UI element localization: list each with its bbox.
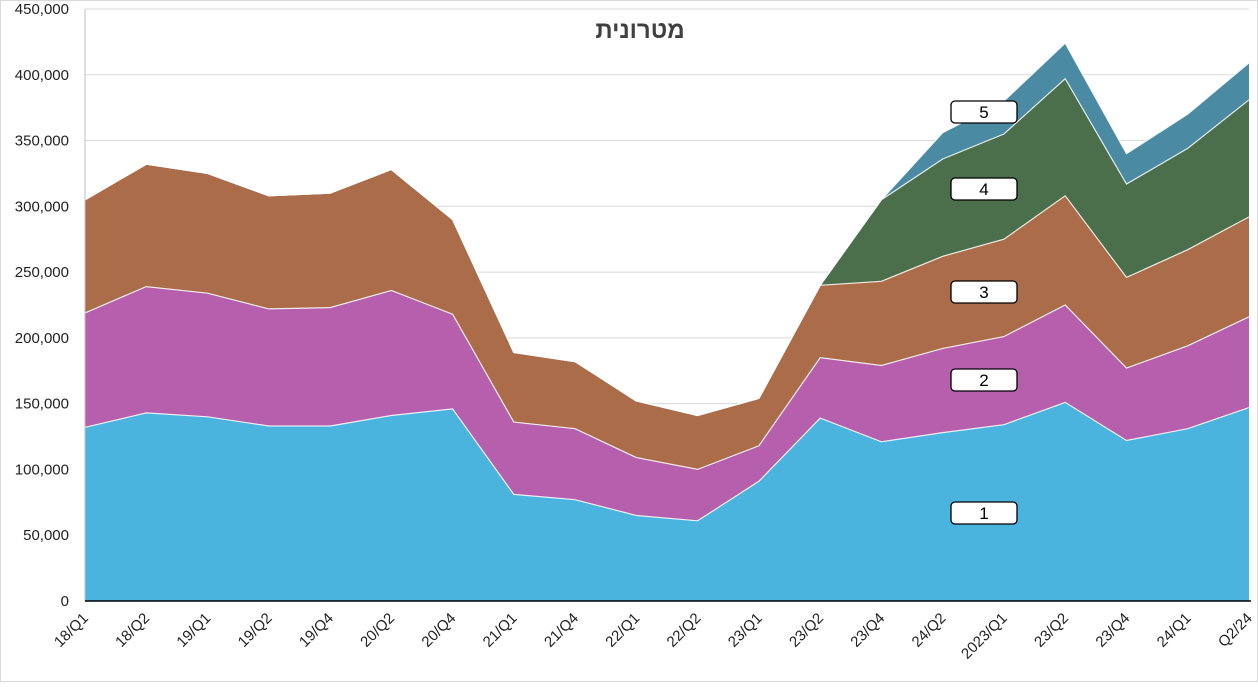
series-label-3: 3 [950, 280, 1018, 304]
series-label-2: 2 [950, 368, 1018, 392]
x-tick-label: 19/Q4 [296, 610, 337, 651]
x-tick-label: 21/Q1 [480, 610, 521, 651]
x-tick-label: 23/Q2 [786, 610, 827, 651]
x-tick-label: 22/Q2 [664, 610, 705, 651]
series-top-line-2 [84, 285, 1250, 471]
series-label-text: 4 [979, 180, 988, 199]
x-tick-label: 23/Q2 [1031, 610, 1072, 651]
series-label-text: 3 [979, 283, 988, 302]
axes [84, 9, 1251, 602]
y-tick-label: 0 [61, 593, 69, 610]
area-series-3 [85, 164, 1249, 470]
series-boundaries [84, 42, 1250, 522]
x-tick-label: 21/Q4 [541, 610, 582, 651]
x-tick-label: 19/Q2 [235, 610, 276, 651]
series-label-box [950, 501, 1018, 525]
area-series-2 [85, 286, 1249, 521]
x-tick-label: 22/Q1 [602, 610, 643, 651]
series-label-5: 5 [950, 100, 1018, 124]
series-top-line-5 [84, 42, 1250, 417]
y-tick-label: 300,000 [15, 198, 69, 215]
series-label-4: 4 [950, 177, 1018, 201]
series-label-box [950, 177, 1018, 201]
x-tick-label: 18/Q2 [112, 610, 153, 651]
x-tick-label: 19/Q1 [173, 610, 214, 651]
series-label-1: 1 [950, 501, 1018, 525]
area-series-5 [85, 43, 1249, 416]
series-label-text: 1 [979, 504, 988, 523]
chart-title: מטרונית [595, 17, 684, 44]
area-series-4 [85, 78, 1249, 416]
y-tick-label: 400,000 [15, 67, 69, 84]
x-tick-label: 2023/Q1 [958, 610, 1011, 663]
series-labels: 1 2 3 4 5 [950, 100, 1018, 525]
series-label-box [950, 100, 1018, 124]
x-tick-label: 23/Q4 [847, 610, 888, 651]
x-tick-labels: 18/Q1 18/Q2 19/Q1 19/Q2 19/Q4 20/Q2 20/Q4 21/Q1… [51, 610, 1256, 663]
x-tick-label: 24/Q2 [909, 610, 950, 651]
y-tick-label: 150,000 [15, 396, 69, 413]
series-top-line-1 [84, 401, 1250, 522]
y-tick-labels: 0 50,000 100,000 150,000 200,000 250,000 300,0… [15, 1, 69, 610]
area-series-1 [85, 402, 1249, 601]
x-tick-label: 23/Q4 [1092, 610, 1133, 651]
y-tick-label: 350,000 [15, 133, 69, 150]
x-tick-label: 24/Q1 [1154, 610, 1195, 651]
y-tick-label: 200,000 [15, 330, 69, 347]
area-series [85, 43, 1249, 601]
x-tick-label: 23/Q1 [725, 610, 766, 651]
y-tick-label: 100,000 [15, 461, 69, 478]
y-tick-label: 50,000 [23, 527, 69, 544]
x-tick-label: 20/Q4 [418, 610, 459, 651]
y-tick-label: 250,000 [15, 264, 69, 281]
series-label-box [950, 368, 1018, 392]
x-tick-label: 20/Q2 [357, 610, 398, 651]
y-tick-label: 450,000 [15, 1, 69, 18]
series-label-box [950, 280, 1018, 304]
series-label-text: 5 [979, 103, 988, 122]
x-tick-label: 18/Q1 [51, 610, 92, 651]
series-label-text: 2 [979, 371, 988, 390]
x-tick-label: Q2/24 [1215, 610, 1256, 651]
